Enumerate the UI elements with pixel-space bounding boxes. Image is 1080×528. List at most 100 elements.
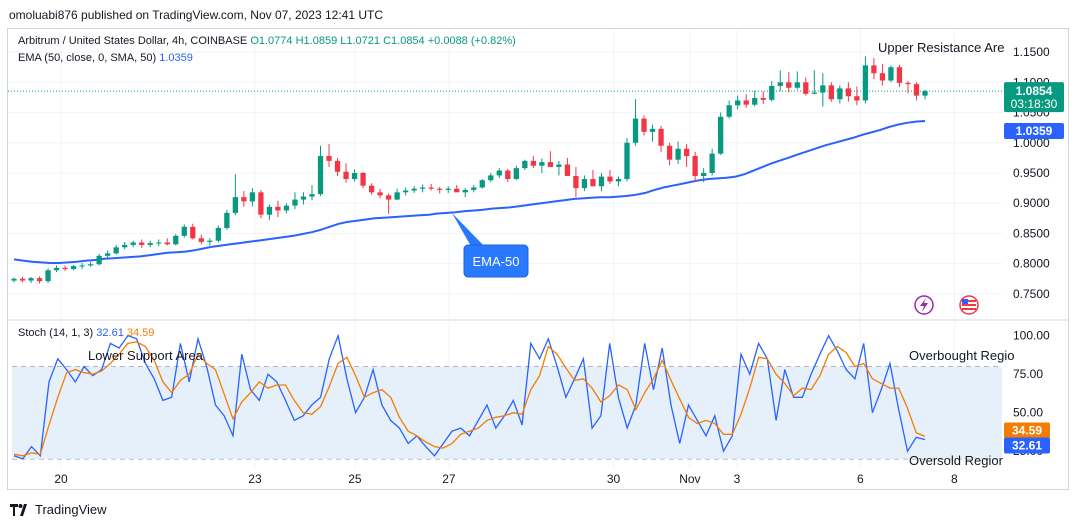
- tradingview-logo[interactable]: TradingView: [10, 502, 107, 517]
- candle: [539, 158, 545, 173]
- change-value: +0.0088 (+0.82%): [427, 35, 516, 47]
- candle-body: [777, 82, 783, 86]
- candle: [420, 184, 426, 193]
- candle: [658, 125, 664, 152]
- candle: [181, 224, 187, 238]
- candle: [45, 268, 51, 283]
- candle-body: [266, 206, 273, 215]
- candle: [726, 100, 732, 119]
- stoch-legend[interactable]: Stoch (14, 1, 3) 32.61 34.59: [18, 327, 154, 339]
- candle: [53, 265, 60, 273]
- candle-body: [709, 153, 715, 173]
- candle: [87, 261, 94, 267]
- candle: [837, 85, 843, 104]
- ema-50-callout-label: EMA-50: [473, 254, 520, 269]
- candle: [718, 112, 724, 155]
- candle-body: [513, 168, 519, 180]
- stoch-lines: [13, 333, 926, 460]
- candle-body: [598, 176, 605, 187]
- price-tick-label: 1.1500: [1013, 45, 1050, 59]
- candle-body: [122, 244, 128, 248]
- candle-body: [113, 247, 119, 254]
- candle-body: [173, 235, 179, 245]
- candle: [488, 172, 494, 183]
- candle: [394, 188, 400, 201]
- candle-body: [62, 267, 68, 270]
- candle: [351, 169, 358, 182]
- stoch-legend-label: Stoch (14, 1, 3): [18, 327, 94, 339]
- close-value: C1.0854: [383, 35, 425, 47]
- candle-body: [207, 240, 213, 242]
- candle-body: [683, 148, 690, 157]
- candle-body: [564, 164, 571, 176]
- candle: [96, 253, 102, 266]
- time-tick-label: 3: [734, 472, 741, 486]
- candle: [513, 165, 519, 181]
- candle: [462, 188, 468, 198]
- lower-support-label: Lower Support Area: [88, 348, 204, 363]
- candle: [309, 185, 315, 201]
- stoch-k-tag-label: 32.61: [1012, 438, 1042, 452]
- candle-body: [156, 242, 162, 244]
- candle: [317, 145, 324, 196]
- candle-body: [394, 192, 400, 200]
- ema-legend-value: 1.0359: [159, 52, 193, 64]
- candle: [632, 99, 639, 146]
- candle: [113, 244, 119, 255]
- stoch-d-value: 34.59: [126, 327, 155, 339]
- candle-body: [19, 278, 26, 281]
- candle-body: [360, 172, 366, 186]
- us-flag-icon: [959, 295, 979, 315]
- overbought-label: Overbought Regio: [909, 348, 1015, 363]
- ema-price-tag: [1004, 122, 1064, 139]
- candle-body: [752, 98, 758, 105]
- candle-body: [403, 190, 409, 193]
- candle-body: [735, 100, 741, 106]
- candle: [556, 160, 562, 176]
- candle-body: [547, 162, 554, 167]
- candle: [11, 277, 17, 283]
- candle: [530, 156, 536, 169]
- ema-legend[interactable]: EMA (50, close, 0, SMA, 50) 1.0359: [18, 52, 193, 64]
- stoch-tick-label: 50.00: [1013, 406, 1043, 420]
- candle-body: [96, 255, 102, 265]
- chart-frame: [7, 28, 1069, 490]
- candle-body: [700, 172, 707, 176]
- candle: [786, 72, 792, 93]
- time-tick-label: 25: [348, 472, 362, 486]
- ema-50-callout: EMA-50: [452, 213, 529, 278]
- ema-50-callout-pointer: [452, 213, 486, 248]
- candle: [573, 166, 579, 198]
- candle-body: [28, 278, 34, 281]
- ohlc-legend: Arbitrum / United States Dollar, 4h, COI…: [18, 35, 516, 47]
- candle-body: [241, 197, 247, 202]
- candle: [590, 169, 596, 187]
- candle: [743, 94, 749, 108]
- candle: [292, 192, 298, 210]
- candle-body: [36, 278, 43, 282]
- candle-body: [624, 142, 630, 180]
- candle: [922, 89, 928, 100]
- candle: [360, 171, 366, 189]
- candle: [752, 90, 758, 107]
- time-tick-label: 30: [607, 472, 621, 486]
- time-tick-label: 6: [857, 472, 864, 486]
- candle: [164, 238, 170, 246]
- candle-body: [539, 162, 545, 166]
- candle-body: [786, 82, 792, 88]
- candle-body: [471, 187, 477, 190]
- stoch-k-line: [13, 333, 926, 460]
- candle-body: [292, 199, 298, 206]
- candle: [896, 64, 903, 88]
- candle-body: [896, 67, 903, 83]
- candle-body: [632, 118, 639, 143]
- candle: [139, 239, 145, 248]
- candle-body: [147, 243, 153, 245]
- candle-body: [334, 160, 341, 172]
- candle: [334, 157, 341, 176]
- candle-body: [803, 82, 809, 94]
- candle: [156, 239, 162, 247]
- candle: [735, 95, 741, 110]
- lightning-icon: [914, 295, 934, 315]
